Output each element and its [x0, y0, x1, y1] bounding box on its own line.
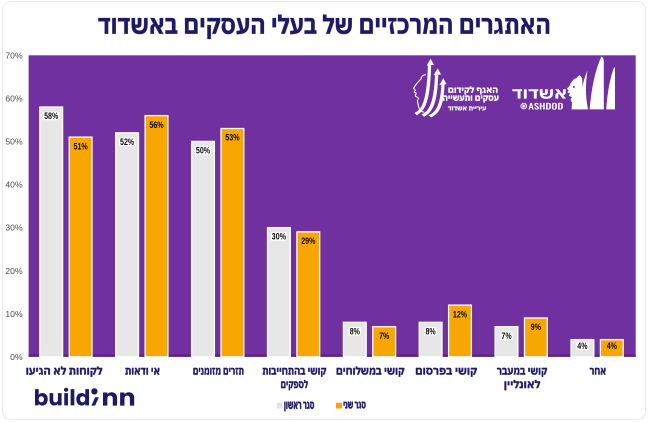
svg-text:52%: 52% [120, 137, 134, 147]
svg-text:51%: 51% [74, 141, 88, 151]
svg-text:56%: 56% [149, 120, 163, 130]
svg-text:30%: 30% [5, 223, 23, 233]
svg-text:40%: 40% [5, 180, 23, 190]
svg-text:12%: 12% [453, 309, 467, 319]
svg-text:7%: 7% [501, 331, 511, 341]
svg-text:50%: 50% [5, 137, 23, 147]
svg-text:29%: 29% [301, 236, 315, 246]
svg-text:7%: 7% [379, 331, 389, 341]
svg-text:8%: 8% [426, 327, 436, 337]
svg-text:70%: 70% [5, 50, 23, 60]
svg-text:4%: 4% [577, 341, 587, 351]
svg-text:20%: 20% [5, 266, 23, 276]
svg-text:4%: 4% [607, 341, 617, 351]
svg-text:8%: 8% [350, 327, 360, 337]
svg-text:50%: 50% [196, 146, 210, 156]
svg-text:58%: 58% [44, 111, 58, 121]
svg-text:0%: 0% [10, 352, 23, 362]
svg-text:53%: 53% [225, 133, 239, 143]
svg-text:60%: 60% [5, 94, 23, 104]
svg-text:30%: 30% [272, 232, 286, 242]
svg-text:10%: 10% [5, 309, 23, 319]
svg-text:9%: 9% [531, 322, 541, 332]
